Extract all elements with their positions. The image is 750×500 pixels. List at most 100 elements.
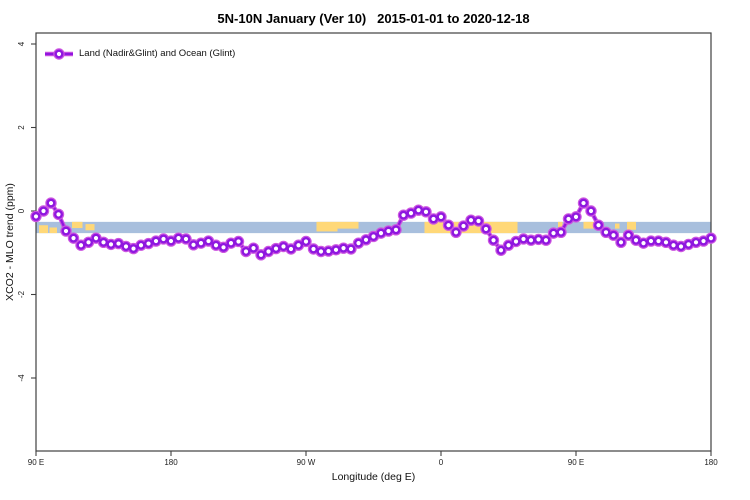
data-point xyxy=(594,220,604,230)
data-point xyxy=(346,244,356,254)
data-point xyxy=(121,241,131,251)
data-point xyxy=(444,220,454,230)
data-point xyxy=(406,208,416,218)
data-point xyxy=(39,206,49,216)
data-point xyxy=(474,216,484,226)
data-point xyxy=(646,236,656,246)
data-point xyxy=(309,244,319,254)
data-point xyxy=(571,212,581,222)
y-tick-label: -2 xyxy=(17,290,26,298)
data-point xyxy=(541,235,551,245)
data-point xyxy=(128,244,138,254)
y-tick-label: -4 xyxy=(17,374,26,382)
land-segment xyxy=(316,221,338,232)
data-point xyxy=(68,233,78,243)
data-point xyxy=(699,236,709,246)
data-point xyxy=(639,238,649,248)
data-point xyxy=(301,236,311,246)
data-point xyxy=(526,235,536,245)
y-tick-label: 4 xyxy=(17,41,26,46)
data-point xyxy=(233,236,243,246)
data-point xyxy=(331,245,341,255)
x-tick-label: 180 xyxy=(164,458,178,467)
land-segment xyxy=(583,221,597,229)
data-point xyxy=(218,242,228,252)
data-point xyxy=(519,234,529,244)
data-point xyxy=(241,246,251,256)
x-tick-label: 90 W xyxy=(297,458,316,467)
data-point xyxy=(534,234,544,244)
data-point xyxy=(511,236,521,246)
land-segment xyxy=(615,223,620,229)
data-point xyxy=(376,228,386,238)
x-tick-label: 0 xyxy=(439,458,444,467)
data-point xyxy=(436,212,446,222)
data-point xyxy=(188,240,198,250)
data-point xyxy=(661,237,671,247)
data-point xyxy=(54,209,64,219)
data-point xyxy=(631,235,641,245)
data-point xyxy=(316,246,326,256)
data-point xyxy=(61,226,71,236)
land-segment xyxy=(424,221,518,234)
data-point xyxy=(31,211,41,221)
data-point xyxy=(579,198,589,208)
data-point xyxy=(399,210,409,220)
ocean-band xyxy=(36,221,711,234)
data-point xyxy=(369,231,379,241)
data-point xyxy=(361,235,371,245)
y-tick-label: 2 xyxy=(17,125,26,130)
y-tick-label: 0 xyxy=(17,208,26,213)
legend-marker-icon xyxy=(54,49,64,59)
land-segment xyxy=(627,221,636,230)
data-point xyxy=(248,243,258,253)
data-point xyxy=(504,240,514,250)
data-point xyxy=(586,206,596,216)
data-point xyxy=(654,236,664,246)
land-segment xyxy=(72,221,83,229)
data-point xyxy=(203,236,213,246)
data-point xyxy=(414,205,424,215)
data-point xyxy=(481,224,491,234)
x-tick-label: 90 E xyxy=(568,458,584,467)
data-point xyxy=(691,237,701,247)
data-point xyxy=(669,240,679,250)
data-point xyxy=(279,241,289,251)
land-segment xyxy=(49,227,57,234)
chart-title: 5N-10N January (Ver 10) 2015-01-01 to 20… xyxy=(217,11,530,26)
land-segment xyxy=(337,221,359,229)
y-axis-title: XCO2 - MLO trend (ppm) xyxy=(4,183,16,301)
data-point xyxy=(83,237,93,247)
data-point xyxy=(46,198,56,208)
data-point xyxy=(354,238,364,248)
data-point xyxy=(421,207,431,217)
land-segment xyxy=(558,221,563,228)
data-point xyxy=(271,244,281,254)
data-point xyxy=(106,239,116,249)
data-point xyxy=(564,214,574,224)
x-axis-title: Longitude (deg E) xyxy=(331,471,416,483)
data-point xyxy=(496,245,506,255)
data-point xyxy=(429,214,439,224)
data-point xyxy=(166,236,176,246)
data-point xyxy=(451,227,461,237)
data-point xyxy=(676,241,686,251)
data-point xyxy=(324,246,334,256)
data-point xyxy=(706,233,716,243)
data-point xyxy=(684,239,694,249)
data-point xyxy=(136,240,146,250)
data-point xyxy=(143,239,153,249)
data-point xyxy=(489,235,499,245)
data-point xyxy=(609,230,619,240)
land-segment xyxy=(85,224,95,231)
data-point xyxy=(339,243,349,253)
data-point xyxy=(384,226,394,236)
data-point xyxy=(181,234,191,244)
land-segment xyxy=(39,225,48,234)
data-point xyxy=(286,244,296,254)
data-point xyxy=(556,227,566,237)
data-point xyxy=(91,233,101,243)
data-point xyxy=(211,240,221,250)
